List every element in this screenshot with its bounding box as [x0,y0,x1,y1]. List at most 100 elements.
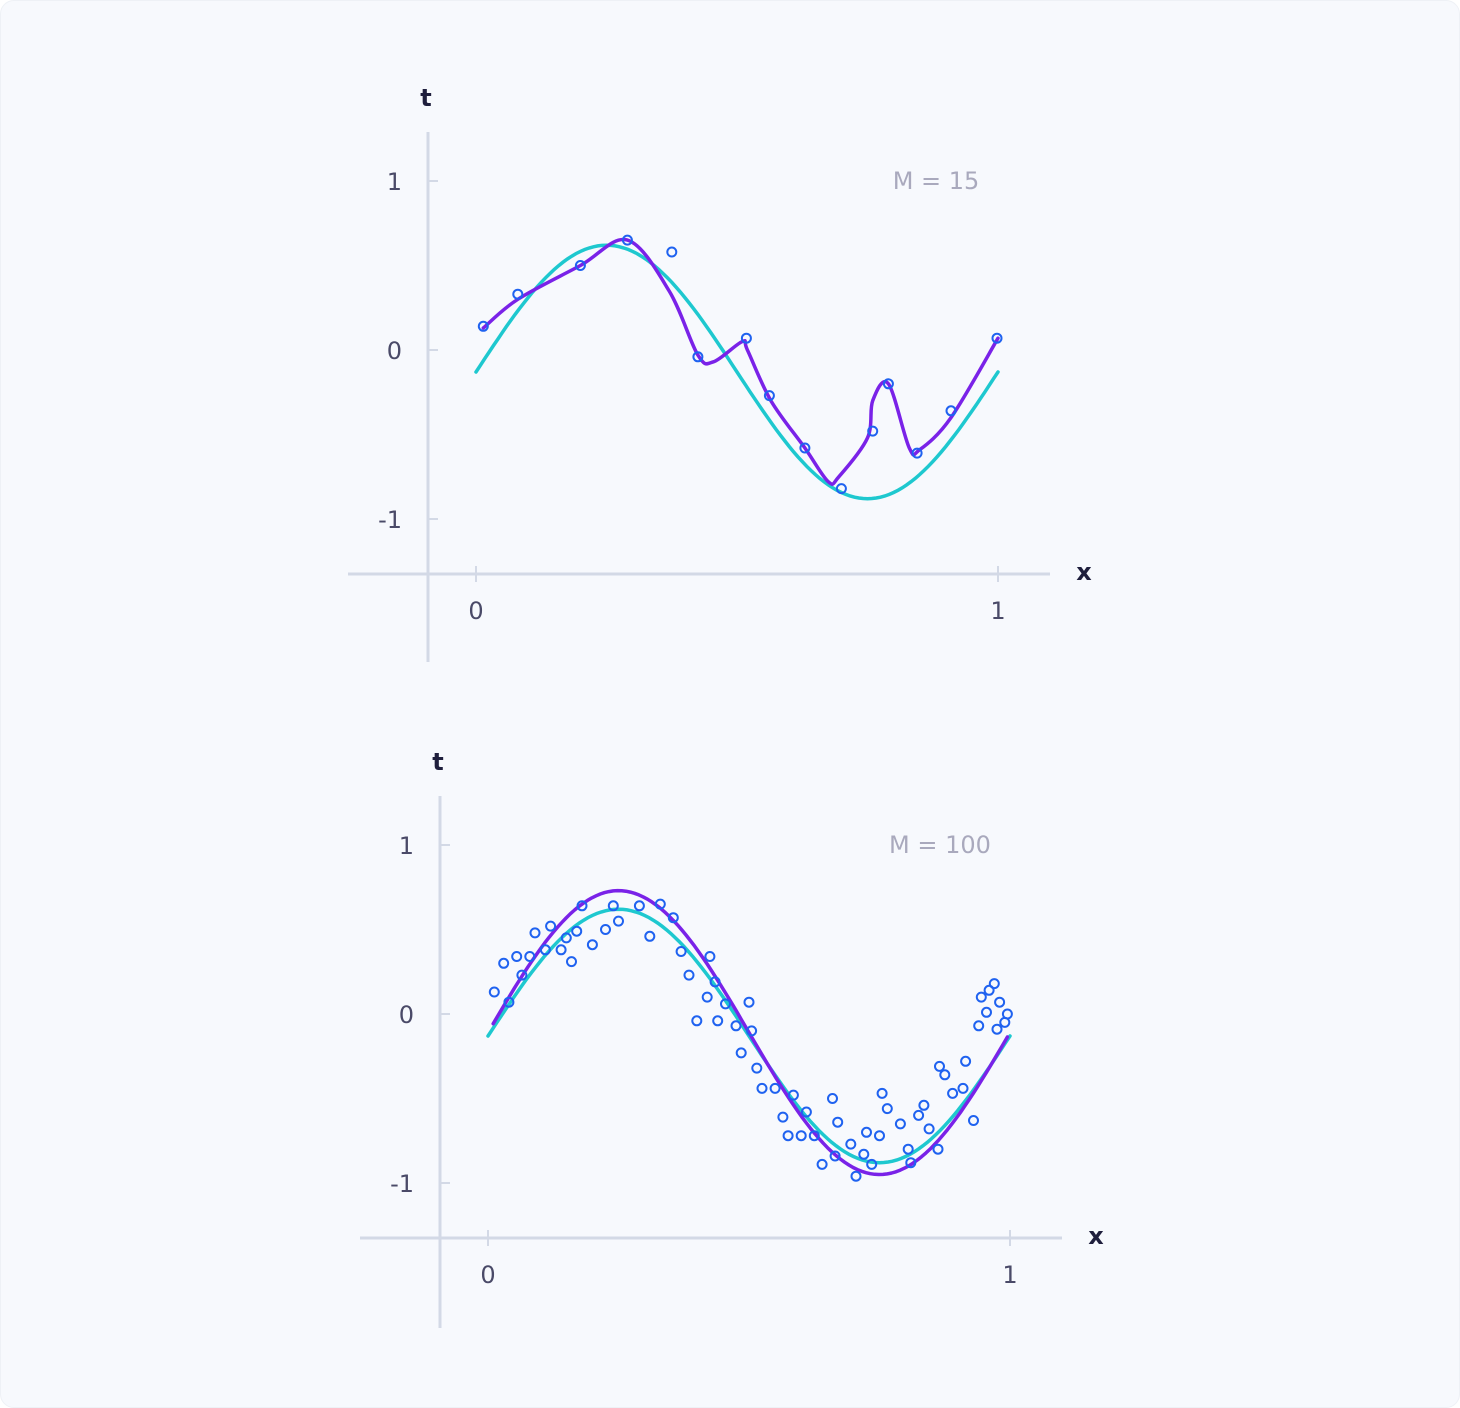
data-point [666,246,678,258]
data-point [932,1143,944,1155]
data-point [743,996,755,1008]
chart-m15: t x M = 15 0 1 -1 0 1 [348,84,1092,662]
data-point [947,1087,959,1099]
data-point [511,951,523,962]
data-point [882,378,894,390]
data-point [845,1138,857,1150]
data-point [983,984,995,996]
data-point [800,1106,812,1118]
data-point [829,1150,841,1162]
axes [360,796,1062,1328]
data-points [488,898,1013,1182]
data-point [574,260,586,271]
data-point [633,900,645,912]
data-point [600,924,611,935]
y-tick-label: 1 [387,168,402,196]
x-tick-label: 0 [480,1261,495,1289]
data-point [621,234,633,246]
data-point [763,390,775,402]
data-point [918,1099,930,1111]
data-point [730,1020,742,1032]
model-order-label: M = 100 [889,831,991,859]
data-point [816,1158,828,1170]
data-point [968,1115,979,1126]
data-point [516,969,528,981]
data-point [881,1103,893,1115]
y-tick-label: -1 [390,1170,414,1198]
data-point [709,976,721,988]
fitted-curve [481,237,1000,487]
y-axis-label: t [432,748,443,776]
data-point [991,1023,1003,1035]
data-point [876,1087,888,1099]
data-point [751,1062,763,1074]
data-point [524,951,536,962]
data-point [835,483,847,495]
data-point [902,1143,914,1155]
ticks: 0 1 -1 0 1 [378,168,1006,625]
fitted-curve [491,888,1010,1177]
data-point [683,969,695,981]
y-tick-label: 0 [387,337,402,365]
data-point [735,1047,747,1059]
data-point [923,1123,935,1135]
data-point [874,1130,885,1142]
data-point [769,1082,781,1094]
data-point [613,915,624,927]
data-point [654,898,666,910]
data-point [675,946,687,957]
data-point [894,1118,906,1130]
ticks: 0 1 -1 0 1 [390,832,1018,1289]
x-axis-label: x [1076,558,1092,586]
data-point [576,900,588,912]
y-tick-label: 0 [399,1001,414,1029]
data-point [939,1069,951,1081]
data-point [545,920,557,932]
data-point [746,1025,758,1037]
data-point [586,939,598,951]
data-point [975,991,987,1003]
data-point [973,1020,985,1032]
data-point [934,1060,945,1072]
data-points [477,234,1003,495]
data-point [560,932,572,944]
data-point [960,1055,972,1067]
true-curve [474,243,1000,501]
data-point [503,996,515,1008]
data-point [692,351,704,363]
data-point [866,1158,878,1170]
data-point [777,1111,789,1123]
data-point [1001,1008,1013,1020]
data-point [795,1130,807,1142]
data-point [740,332,752,344]
curves [474,237,1000,501]
data-point [832,1116,844,1128]
data-point [529,927,541,939]
data-point [787,1089,799,1101]
y-tick-label: 1 [399,832,414,860]
data-point [712,1015,724,1027]
data-point [704,951,716,962]
data-point [994,996,1006,1008]
x-axis-label: x [1088,1222,1104,1250]
data-point [498,957,510,969]
data-point [756,1082,768,1094]
data-point [477,320,489,332]
data-point [808,1130,820,1142]
data-point [858,1148,870,1160]
data-point [981,1006,992,1018]
x-tick-label: 1 [1002,1261,1017,1289]
x-tick-label: 0 [468,597,483,625]
data-point [861,1126,872,1138]
x-tick-label: 1 [990,597,1005,625]
data-point [720,998,731,1010]
data-point [905,1157,917,1169]
axes [348,132,1050,662]
data-point [911,447,923,459]
data-point [607,900,619,912]
chart-m100: t x M = 100 0 1 -1 0 1 [360,748,1104,1328]
data-point [644,930,656,942]
data-point [566,956,577,968]
data-point [799,442,811,454]
data-point [691,1015,703,1027]
